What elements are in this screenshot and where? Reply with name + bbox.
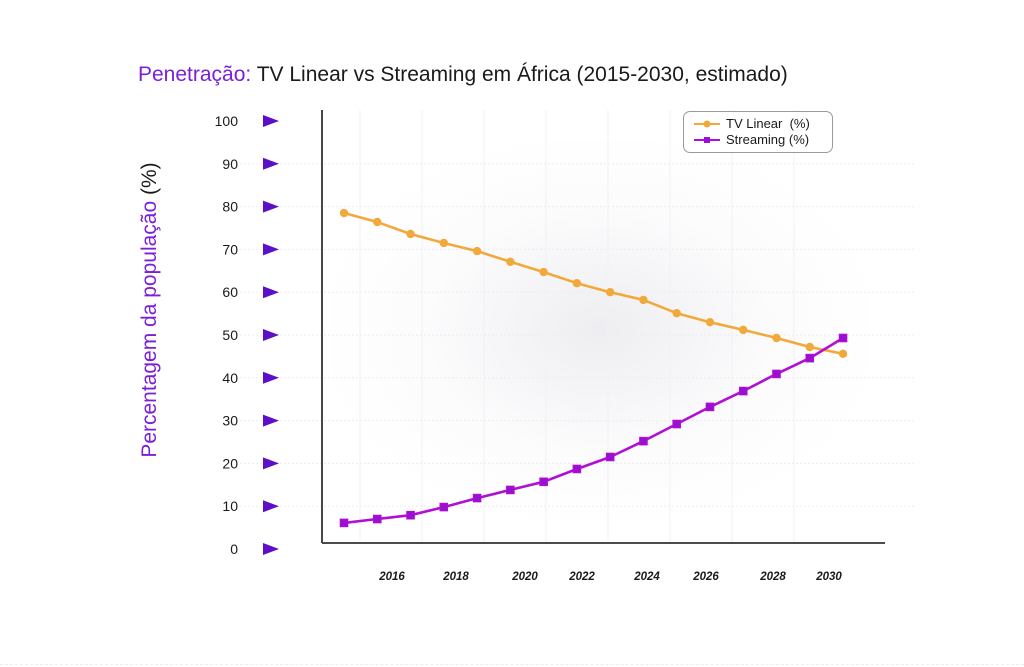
x-tick-label: 2016 <box>378 571 405 583</box>
y-tick-label: 100 <box>215 113 239 129</box>
y-tick-label: 20 <box>222 455 238 471</box>
data-point-tv-linear <box>672 308 681 318</box>
data-point-tv-linear <box>805 342 814 352</box>
data-point-streaming <box>605 452 615 462</box>
data-point-tv-linear <box>339 208 349 218</box>
data-point-tv-linear <box>539 267 548 277</box>
arrow-right-icon <box>263 371 279 384</box>
y-tick-label: 10 <box>222 498 238 514</box>
x-tick-label: 2026 <box>692 571 719 583</box>
data-point-tv-linear <box>506 257 515 267</box>
grid <box>240 110 915 543</box>
bottom-divider <box>0 664 1024 665</box>
x-tick-labels: 2016 2018 2020 2022 2024 2026 2028 2030 <box>378 571 842 583</box>
data-point-streaming <box>472 493 482 503</box>
data-point-tv-linear <box>772 333 781 343</box>
legend-label-streaming: Streaming (%) <box>726 132 810 147</box>
arrow-right-icon <box>263 543 279 555</box>
data-point-tv-linear <box>406 229 415 239</box>
data-point-tv-linear <box>838 349 848 359</box>
x-tick-label: 2018 <box>442 571 469 583</box>
data-point-tv-linear <box>639 295 648 305</box>
y-tick-label: 90 <box>222 156 238 172</box>
data-point-streaming <box>439 502 449 512</box>
arrow-right-icon <box>263 500 279 513</box>
data-point-tv-linear <box>705 317 715 327</box>
y-tick-label: 70 <box>222 241 238 257</box>
data-point-tv-linear <box>572 279 582 288</box>
data-point-streaming <box>339 518 349 528</box>
data-point-streaming <box>406 510 415 520</box>
legend-label-tv-linear: TV Linear (%) <box>726 116 810 131</box>
arrow-right-icon <box>263 286 279 299</box>
data-point-tv-linear <box>739 325 748 335</box>
data-point-tv-linear <box>373 217 382 227</box>
legend: TV Linear (%) Streaming (%) <box>683 111 833 153</box>
legend-item-tv-linear: TV Linear (%) <box>694 116 810 131</box>
data-point-streaming <box>738 386 748 396</box>
x-tick-label: 2030 <box>815 571 842 583</box>
y-tick-label: 50 <box>222 327 238 343</box>
data-point-tv-linear <box>472 246 482 256</box>
series-line-tv-linear <box>343 211 844 356</box>
series-group <box>339 208 848 528</box>
data-point-streaming <box>838 333 848 343</box>
chart-title-accent: Penetração: <box>138 63 252 86</box>
background-glow <box>330 140 870 520</box>
data-point-tv-linear <box>439 238 449 248</box>
arrow-right-icon <box>263 329 279 341</box>
arrow-right-icon <box>263 243 279 256</box>
legend-item-streaming: Streaming (%) <box>694 132 809 147</box>
y-tick-label: 80 <box>222 199 238 215</box>
x-tick-label: 2020 <box>511 571 538 583</box>
data-point-streaming <box>772 369 781 379</box>
y-tick-label: 40 <box>222 370 238 386</box>
data-point-streaming <box>805 353 815 363</box>
arrow-right-icon <box>263 457 279 470</box>
x-tick-label: 2028 <box>759 571 786 583</box>
chart-title-rest: TV Linear vs Streaming em África (2015-2… <box>251 63 788 86</box>
data-point-streaming <box>639 436 648 446</box>
data-point-streaming <box>372 514 382 524</box>
arrow-right-icon <box>263 115 279 127</box>
legend-marker-circle-icon <box>694 120 720 127</box>
series-line-streaming <box>343 336 844 525</box>
data-point-streaming <box>705 402 715 412</box>
legend-marker-square-icon <box>694 136 720 143</box>
y-tick-label: 60 <box>222 284 238 300</box>
y-tick-label: 30 <box>222 413 238 429</box>
data-point-streaming <box>672 419 682 429</box>
data-point-streaming <box>572 464 582 474</box>
x-tick-label: 2024 <box>633 571 660 583</box>
chart-title: Penetração: TV Linear vs Streaming em Áf… <box>138 63 788 87</box>
y-tick-label: 0 <box>230 541 238 557</box>
data-point-streaming <box>539 477 548 487</box>
arrow-right-icon <box>263 200 279 213</box>
arrow-right-icon <box>263 414 279 427</box>
arrow-right-icon <box>263 157 279 170</box>
x-tick-label: 2022 <box>568 571 595 583</box>
data-point-tv-linear <box>605 288 615 297</box>
data-point-streaming <box>506 485 515 495</box>
